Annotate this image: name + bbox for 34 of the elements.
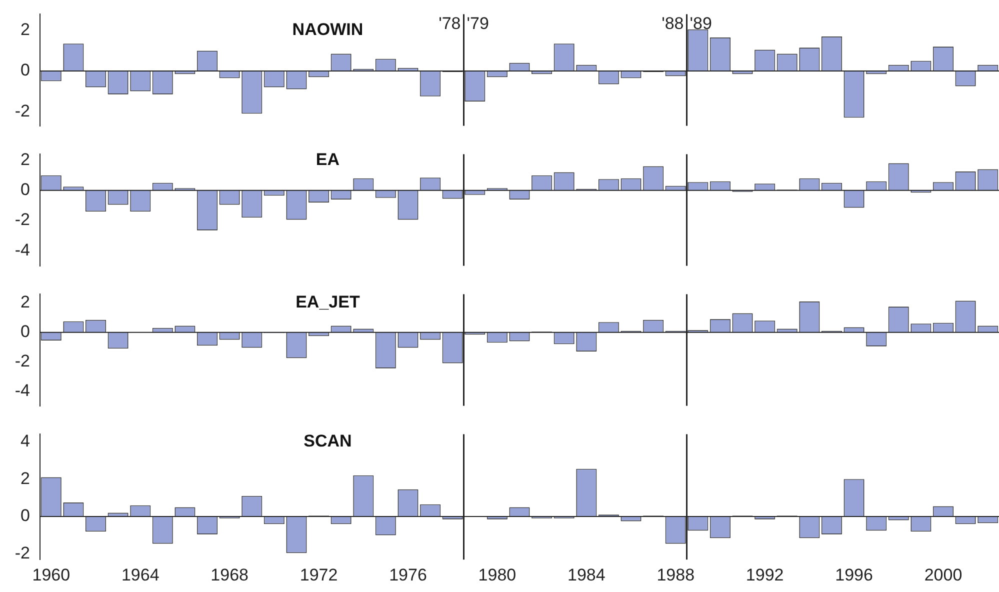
y-tick-label: -2: [14, 351, 30, 370]
y-tick-label: -2: [14, 544, 30, 563]
y-tick-label: 4: [20, 431, 30, 450]
y-tick-label: 0: [20, 506, 30, 526]
y-tick-label: 0: [20, 322, 30, 342]
x-tick-label: 1968: [210, 565, 248, 584]
x-tick-label: 1980: [478, 565, 516, 584]
annotation: '89: [690, 14, 712, 33]
y-tick-label: 2: [20, 292, 30, 312]
x-tick-label: 1960: [32, 565, 70, 584]
y-tick-label: 2: [20, 150, 30, 169]
x-tick-label: 1964: [121, 565, 160, 584]
chart-title: SCAN: [304, 431, 352, 450]
x-tick-label: 1972: [300, 565, 338, 584]
y-tick-label: -2: [14, 210, 30, 230]
y-tick-label: 0: [20, 180, 30, 200]
annotation: '88: [662, 14, 684, 33]
x-tick-label: 1988: [656, 565, 695, 584]
x-tick-label: 1976: [389, 565, 427, 584]
y-tick-label: 0: [20, 60, 30, 80]
x-tick-label: 1996: [835, 565, 873, 584]
y-tick-label: 2: [20, 468, 30, 488]
x-tick-label: 2000: [924, 565, 962, 584]
x-tick-label: 1984: [567, 565, 606, 584]
chart-title: NAOWIN: [292, 20, 364, 40]
y-tick-label: -4: [14, 240, 30, 260]
y-tick-label: -2: [14, 101, 30, 120]
annotation: '79: [466, 14, 489, 33]
annotation: '78: [438, 14, 461, 33]
y-tick-label: -4: [14, 380, 30, 400]
y-tick-label: 2: [20, 20, 30, 40]
chart-title: EA: [316, 150, 340, 169]
chart-title: EA_JET: [296, 292, 360, 312]
x-tick-label: 1992: [746, 565, 784, 584]
